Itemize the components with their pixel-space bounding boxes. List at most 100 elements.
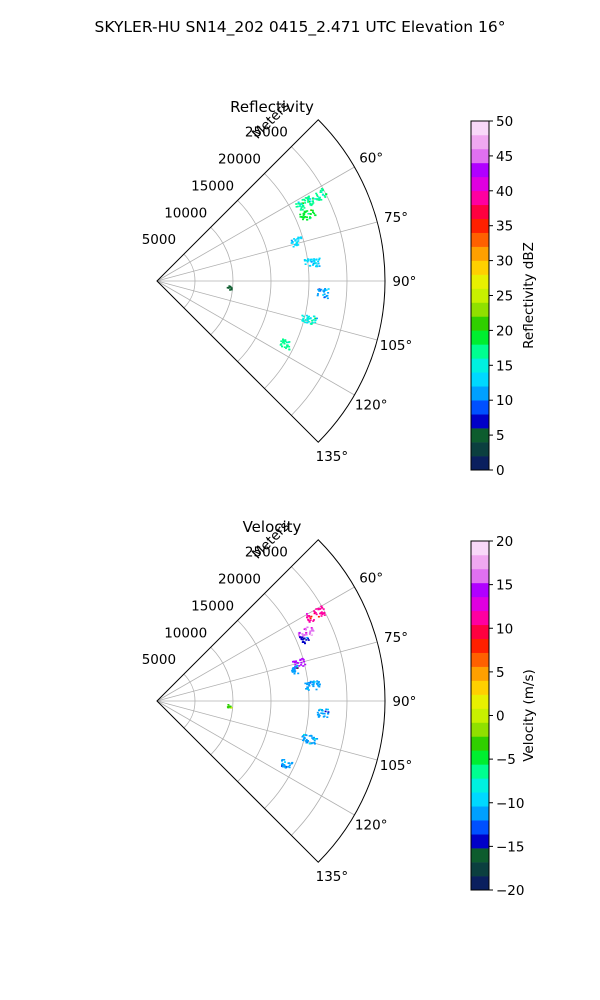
reflectivity-gate	[313, 258, 316, 260]
velocity-gate	[312, 738, 315, 740]
reflectivity-colorbar-segment	[471, 218, 489, 233]
velocity-gate	[301, 638, 304, 641]
velocity-gate	[306, 682, 309, 685]
reflectivity-gate	[297, 238, 300, 240]
velocity-gate	[318, 608, 321, 610]
velocity-gate	[327, 711, 330, 713]
velocity-gate	[309, 680, 312, 683]
reflectivity-gate	[308, 217, 311, 220]
velocity-gate	[296, 664, 299, 667]
reflectivity-gate	[300, 202, 303, 205]
reflectivity-gate	[307, 195, 310, 198]
velocity-gate	[319, 708, 322, 711]
reflectivity-gate	[306, 321, 309, 324]
reflectivity-gate	[303, 259, 306, 262]
velocity-gate	[321, 613, 324, 616]
reflectivity-gate	[283, 346, 286, 348]
reflectivity-gate	[322, 290, 325, 292]
velocity-gate	[301, 657, 304, 660]
velocity-gate	[309, 619, 312, 621]
velocity-gate	[308, 735, 311, 737]
velocity-gate	[312, 683, 315, 686]
velocity-colorbar-segment	[471, 610, 489, 626]
velocity-colorbar-segment	[471, 680, 489, 695]
velocity-gate	[320, 712, 323, 714]
reflectivity-gate	[312, 211, 314, 214]
reflectivity-gate	[317, 262, 320, 265]
reflectivity-gate	[304, 216, 307, 218]
reflectivity-gate	[315, 259, 318, 261]
velocity-gate	[308, 632, 311, 635]
reflectivity-colorbar-segment	[471, 148, 489, 164]
reflectivity-colorbar-segment	[471, 358, 489, 373]
reflectivity-gate	[315, 192, 318, 195]
reflectivity-gate	[320, 188, 323, 190]
reflectivity-gate	[296, 205, 299, 208]
velocity-gate	[291, 670, 294, 672]
velocity-gate	[302, 634, 305, 637]
reflectivity-gate	[309, 213, 312, 215]
velocity-gate	[288, 764, 291, 767]
velocity-gate	[228, 705, 231, 708]
velocity-colorbar-segment	[471, 848, 489, 863]
reflectivity-gate	[306, 319, 309, 321]
velocity-gate	[320, 611, 323, 613]
reflectivity-gate	[304, 263, 307, 265]
reflectivity-colorbar-tick-label: 35	[496, 219, 513, 235]
reflectivity-gate	[300, 206, 303, 208]
reflectivity-gate	[301, 319, 304, 321]
reflectivity-gate	[323, 296, 326, 299]
reflectivity-echo-cell	[303, 257, 321, 268]
velocity-gate	[320, 615, 323, 617]
reflectivity-gate	[327, 288, 330, 290]
reflectivity-gate	[312, 200, 314, 202]
velocity-range-tick-label: 25000	[245, 545, 288, 561]
reflectivity-gate	[311, 203, 314, 205]
velocity-gate	[317, 682, 320, 684]
reflectivity-gate	[295, 241, 298, 244]
velocity-gate	[291, 668, 294, 671]
reflectivity-gate	[306, 216, 308, 218]
velocity-gate	[283, 764, 286, 766]
reflectivity-gate	[300, 237, 303, 240]
reflectivity-gate	[294, 239, 297, 241]
velocity-gate	[303, 733, 305, 736]
velocity-gate	[297, 662, 300, 664]
reflectivity-gate	[299, 213, 302, 216]
reflectivity-colorbar: 0 5 10 15 20 25 30 35 40 45 50 Reflectivity dBZ	[470, 114, 537, 479]
reflectivity-gate	[307, 199, 310, 202]
reflectivity-gate	[229, 285, 232, 288]
reflectivity-gate	[313, 315, 316, 318]
reflectivity-gate	[309, 258, 312, 261]
reflectivity-gate	[281, 341, 284, 344]
velocity-echo-cell	[291, 664, 300, 675]
velocity-gate	[313, 681, 316, 683]
velocity-gate	[318, 709, 321, 711]
velocity-colorbar-segment	[471, 554, 489, 570]
reflectivity-gate	[309, 200, 312, 203]
velocity-colorbar-tick-label: 10	[496, 621, 513, 637]
reflectivity-gate	[315, 265, 317, 268]
velocity-gate	[317, 607, 320, 610]
reflectivity-echo-cell	[290, 236, 303, 248]
velocity-gate	[308, 620, 311, 623]
reflectivity-gate	[309, 204, 312, 206]
velocity-gate	[323, 715, 326, 717]
velocity-gate	[299, 659, 302, 662]
velocity-colorbar-segment	[471, 624, 489, 640]
velocity-gate	[297, 633, 300, 636]
velocity-gate	[301, 641, 304, 643]
reflectivity-gate	[298, 205, 301, 208]
velocity-gate	[281, 765, 284, 768]
reflectivity-colorbar-segment	[471, 344, 489, 359]
velocity-gate	[307, 639, 310, 641]
reflectivity-azimuth-line	[156, 280, 355, 396]
velocity-gate	[316, 714, 319, 716]
velocity-azimuth-tick-label: 120°	[355, 818, 388, 834]
reflectivity-colorbar-segment	[471, 260, 489, 275]
velocity-echo-cell	[226, 704, 233, 709]
velocity-echo-cell	[304, 680, 321, 691]
velocity-gate	[302, 658, 305, 661]
reflectivity-gate	[230, 288, 233, 291]
